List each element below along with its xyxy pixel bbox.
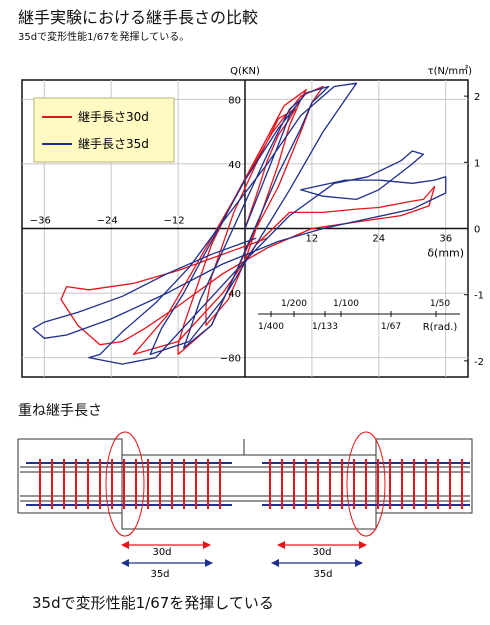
x-tick-label: 24 xyxy=(372,234,385,245)
page-title: 継手実験における継手長さの比較 xyxy=(18,8,259,27)
lap-section-heading: 重ね継手長さ xyxy=(18,403,102,419)
page-subtitle: 35dで変形性能1/67を発揮している。 xyxy=(18,32,190,43)
series-line-35d xyxy=(32,82,447,365)
x-tick-label: −12 xyxy=(164,216,185,227)
drift-label-bottom-1: 1/400 xyxy=(258,322,284,332)
drift-axis-label: R(rad.) xyxy=(423,322,458,333)
y-tick-label: 40 xyxy=(228,289,241,300)
drift-label-top-2: 1/100 xyxy=(333,299,359,309)
x-tick-label: −36 xyxy=(30,216,51,227)
summary-caption: 35dで変形性能1/67を発揮している xyxy=(32,594,274,612)
x-tick-label: −24 xyxy=(97,216,118,227)
right-axis-label: τ(N/m㎡) xyxy=(428,65,473,77)
splice-zone-left xyxy=(105,431,145,537)
legend-label-30d: 継手長さ30d xyxy=(78,109,149,124)
dim-label-30d-left: 30d xyxy=(152,547,171,558)
right-tick-label: -1 xyxy=(474,291,484,302)
y-tick-label: 40 xyxy=(228,160,241,171)
beam-elevation xyxy=(17,431,473,537)
right-tick-label: 1 xyxy=(474,158,480,169)
dim-label-35d-left: 35d xyxy=(150,569,169,580)
right-tick-label: -2 xyxy=(474,357,484,368)
drift-label-bottom-3: 1/67 xyxy=(381,322,401,332)
x-tick-label: 36 xyxy=(439,234,452,245)
lap-splice-diagram: 30d 35d 30d 35d xyxy=(17,431,473,580)
y-tick-label: 80 xyxy=(228,95,241,106)
drift-label-top-1: 1/200 xyxy=(281,299,307,309)
right-tick-label: 2 xyxy=(474,92,480,103)
x-axis-label: δ(mm) xyxy=(427,247,464,260)
dim-label-35d-right: 35d xyxy=(313,569,332,580)
hysteresis-chart: Q(KN) τ(N/m㎡) 2 1 0 -1 -2 −36 −24 −12 12 24 36 80 40… xyxy=(21,65,484,378)
y-tick-label: −80 xyxy=(220,354,241,365)
drift-label-bottom-2: 1/133 xyxy=(312,322,338,332)
beam-outline xyxy=(17,438,473,530)
splice-zone-right xyxy=(346,431,386,537)
legend: 継手長さ30d 継手長さ35d xyxy=(33,97,175,163)
drift-label-top-3: 1/50 xyxy=(430,299,450,309)
y-axis-label: Q(KN) xyxy=(230,66,260,77)
legend-box xyxy=(33,97,175,163)
legend-label-35d: 継手長さ35d xyxy=(78,136,149,151)
drift-scale: 1/200 1/100 1/50 1/400 1/133 1/67 R(rad.… xyxy=(258,299,460,333)
right-tick-label: 0 xyxy=(474,225,480,236)
dim-label-30d-right: 30d xyxy=(312,547,331,558)
x-tick-label: 12 xyxy=(306,234,319,245)
